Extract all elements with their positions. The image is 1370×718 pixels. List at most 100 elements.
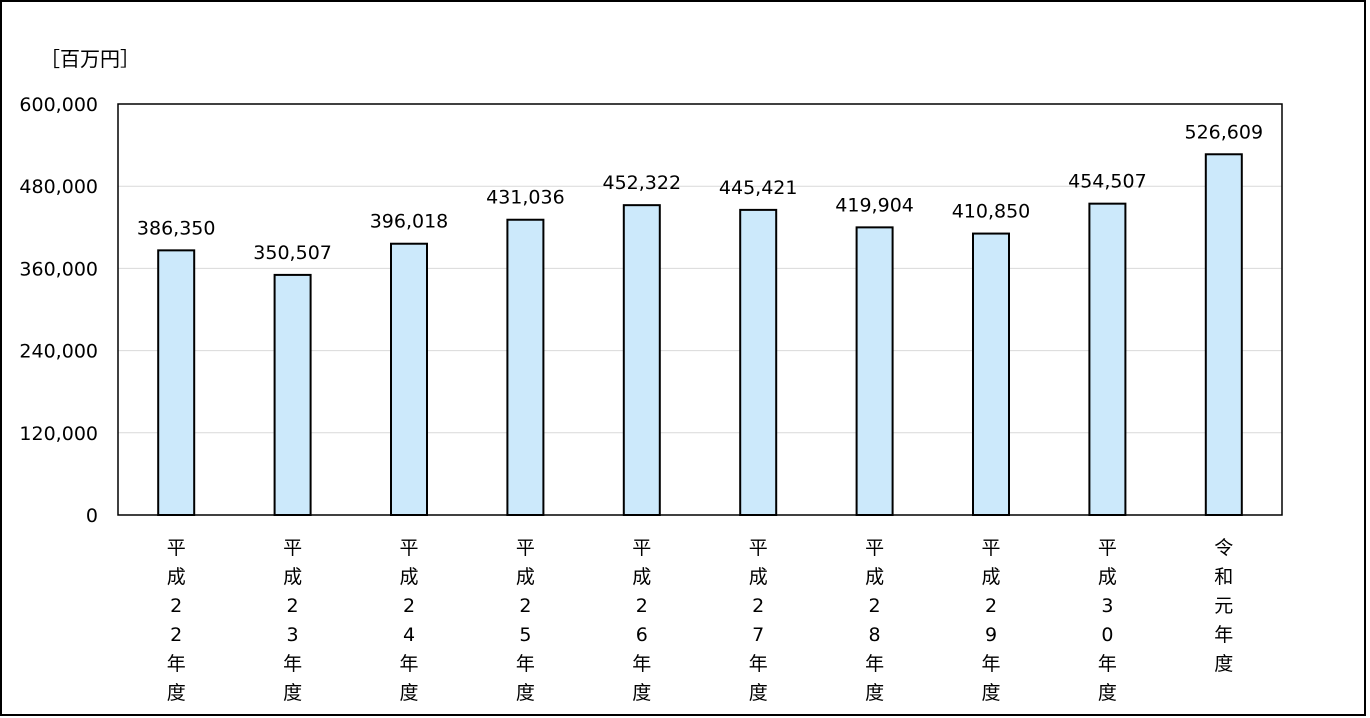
x-category-char: 成 [1098, 566, 1117, 588]
x-category-char: 4 [403, 624, 415, 646]
x-category-char: 平 [749, 537, 768, 559]
data-label: 396,018 [370, 211, 449, 233]
x-category-char: 度 [981, 682, 1000, 704]
x-category-char: 成 [399, 566, 418, 588]
x-category-char: 成 [749, 566, 768, 588]
x-category-char: 度 [865, 682, 884, 704]
bar [740, 210, 776, 515]
x-category-char: 度 [749, 682, 768, 704]
x-category-char: 成 [516, 566, 535, 588]
x-category-char: 年 [516, 653, 535, 675]
x-category-char: 2 [170, 595, 182, 617]
x-category-label: 平成 2 9 年度 [981, 537, 1000, 704]
y-tick-label: 480,000 [19, 176, 98, 198]
x-axis-categories: 平成22年度平成23年度平成24年度平成25年度平成26年度平成27年度平成28… [167, 537, 1234, 704]
data-label: 410,850 [952, 201, 1031, 223]
x-category-char: 7 [752, 624, 764, 646]
x-category-char: 成 [865, 566, 884, 588]
x-category-char: 年 [283, 653, 302, 675]
x-category-label: 平成 2 5 年度 [516, 537, 535, 704]
data-label: 445,421 [719, 177, 798, 199]
x-category-char: 和 [1214, 566, 1233, 588]
x-category-char: 成 [632, 566, 651, 588]
data-label: 350,507 [253, 242, 332, 264]
x-category-char: 度 [632, 682, 651, 704]
x-category-char: 令 [1214, 537, 1233, 559]
y-axis-ticks: 0 120,000 240,000 360,000 480,000 600,000 [19, 94, 98, 527]
x-category-char: 9 [985, 624, 997, 646]
bar [973, 234, 1009, 515]
x-category-char: 成 [167, 566, 186, 588]
x-category-char: 年 [399, 653, 418, 675]
x-category-char: 2 [287, 595, 299, 617]
data-label: 419,904 [835, 194, 914, 216]
bar [275, 275, 311, 515]
x-category-label: 平成 2 3 年度 [283, 537, 302, 704]
x-category-label: 平成 3 0 年度 [1098, 537, 1117, 704]
x-category-char: 平 [167, 537, 186, 559]
x-category-char: 5 [519, 624, 531, 646]
x-category-char: 2 [403, 595, 415, 617]
x-category-char: 度 [1214, 653, 1233, 675]
bar [158, 250, 194, 515]
y-tick-label: 120,000 [19, 423, 98, 445]
x-category-char: 成 [283, 566, 302, 588]
x-category-char: 度 [167, 682, 186, 704]
data-label: 526,609 [1185, 121, 1264, 143]
x-category-char: 2 [636, 595, 648, 617]
bar [857, 227, 893, 515]
x-category-char: 8 [869, 624, 881, 646]
bars [158, 154, 1242, 515]
x-category-char: 3 [1101, 595, 1113, 617]
x-category-label: 平成 2 8 年度 [865, 537, 884, 704]
bar [1206, 154, 1242, 515]
y-tick-label: 600,000 [19, 94, 98, 116]
bar [1089, 204, 1125, 515]
x-category-char: 6 [636, 624, 648, 646]
x-category-char: 2 [752, 595, 764, 617]
x-category-char: 度 [399, 682, 418, 704]
x-category-char: 平 [865, 537, 884, 559]
x-category-char: 平 [1098, 537, 1117, 559]
bar [624, 205, 660, 515]
x-category-char: 成 [981, 566, 1000, 588]
y-unit-label: ［百万円］ [40, 47, 140, 71]
bar [507, 220, 543, 515]
data-label: 431,036 [486, 187, 565, 209]
x-category-char: 2 [170, 624, 182, 646]
x-category-char: 年 [749, 653, 768, 675]
x-category-char: 年 [865, 653, 884, 675]
y-tick-label: 360,000 [19, 258, 98, 280]
x-category-char: 2 [519, 595, 531, 617]
x-category-char: 度 [516, 682, 535, 704]
y-tick-label: 240,000 [19, 341, 98, 363]
x-category-char: 年 [1214, 624, 1233, 646]
y-tick-label: 0 [86, 505, 98, 527]
x-category-label: 平成 2 2 年度 [167, 537, 186, 704]
x-category-char: 3 [287, 624, 299, 646]
data-label: 386,350 [137, 217, 216, 239]
x-category-char: 年 [632, 653, 651, 675]
x-category-char: 2 [985, 595, 997, 617]
x-category-char: 度 [1098, 682, 1117, 704]
x-category-char: 平 [632, 537, 651, 559]
x-category-char: 元 [1214, 595, 1233, 617]
x-category-char: 年 [167, 653, 186, 675]
x-category-char: 年 [981, 653, 1000, 675]
x-category-char: 0 [1101, 624, 1113, 646]
x-category-label: 平成 2 7 年度 [749, 537, 768, 704]
x-category-char: 度 [283, 682, 302, 704]
x-category-char: 平 [283, 537, 302, 559]
data-label: 454,507 [1068, 171, 1147, 193]
x-category-label: 平成 2 6 年度 [632, 537, 651, 704]
x-category-char: 2 [869, 595, 881, 617]
bar [391, 244, 427, 515]
data-label: 452,322 [603, 172, 682, 194]
x-category-char: 平 [516, 537, 535, 559]
x-category-char: 平 [981, 537, 1000, 559]
x-category-label: 平成 2 4 年度 [399, 537, 418, 704]
x-category-char: 年 [1098, 653, 1117, 675]
x-category-char: 平 [399, 537, 418, 559]
